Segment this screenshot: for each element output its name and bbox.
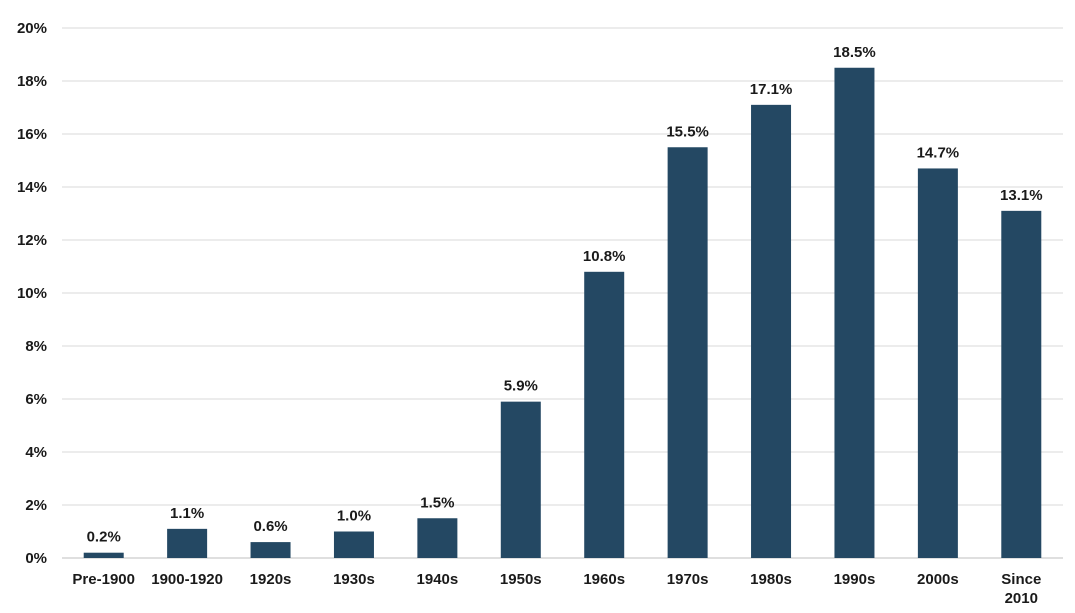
y-tick-label: 0%	[25, 550, 47, 567]
y-tick-label: 16%	[17, 126, 47, 143]
bar-1970s	[667, 147, 708, 558]
bar-1920s	[250, 542, 291, 558]
data-label: 1.5%	[420, 494, 454, 511]
x-tick-label: 1900-1920	[151, 571, 223, 588]
bar-since-2010	[1001, 210, 1042, 558]
data-label: 15.5%	[666, 123, 709, 140]
x-tick-label: 1920s	[250, 571, 292, 588]
bar-1990s	[834, 67, 875, 558]
x-tick-label: 1930s	[333, 571, 375, 588]
bar-1900-1920	[167, 528, 208, 558]
data-labels: 0.2% 1.1% 0.6% 1.0% 1.5% 5.9% 10.8% 15.5% 17.1% 1…	[87, 44, 1043, 546]
y-tick-label: 20%	[17, 20, 47, 37]
gridlines	[62, 27, 1063, 559]
bar-2000s	[917, 168, 958, 558]
y-tick-label: 6%	[25, 391, 47, 408]
y-tick-label: 8%	[25, 338, 47, 355]
y-tick-label: 4%	[25, 444, 47, 461]
data-label: 18.5%	[833, 44, 876, 61]
data-label: 10.8%	[583, 248, 626, 265]
data-label: 14.7%	[917, 144, 960, 161]
x-tick-label: Pre-1900	[72, 571, 135, 588]
bars	[83, 67, 1042, 558]
y-tick-label: 2%	[25, 497, 47, 514]
x-tick-label: 1990s	[834, 571, 876, 588]
y-tick-label: 12%	[17, 232, 47, 249]
x-tick-label: Since	[1001, 571, 1041, 588]
x-tick-label: 1960s	[583, 571, 625, 588]
bar-1940s	[417, 518, 458, 558]
x-tick-label: 1980s	[750, 571, 792, 588]
y-tick-label: 14%	[17, 179, 47, 196]
data-label: 1.1%	[170, 505, 204, 522]
x-tick-label: 2000s	[917, 571, 959, 588]
bar-1950s	[500, 401, 541, 558]
data-label: 0.2%	[87, 529, 121, 546]
bar-1980s	[751, 104, 792, 558]
bar-1930s	[333, 531, 374, 558]
x-tick-label: 1940s	[417, 571, 459, 588]
x-axis-tick-labels: Pre-1900 1900-1920 1920s 1930s 1940s 1950s 196…	[72, 571, 1041, 607]
data-label: 0.6%	[253, 518, 287, 535]
x-tick-label: 2010	[1005, 590, 1038, 607]
y-tick-label: 18%	[17, 73, 47, 90]
x-tick-label: 1970s	[667, 571, 709, 588]
data-label: 1.0%	[337, 508, 371, 525]
data-label: 13.1%	[1000, 187, 1043, 204]
y-tick-label: 10%	[17, 285, 47, 302]
bar-pre-1900	[83, 552, 124, 558]
data-label: 17.1%	[750, 81, 793, 98]
y-axis-tick-labels: 0% 2% 4% 6% 8% 10% 12% 14% 16% 18% 20%	[17, 20, 47, 567]
bar-1960s	[584, 271, 625, 558]
x-tick-label: 1950s	[500, 571, 542, 588]
data-label: 5.9%	[504, 378, 538, 395]
